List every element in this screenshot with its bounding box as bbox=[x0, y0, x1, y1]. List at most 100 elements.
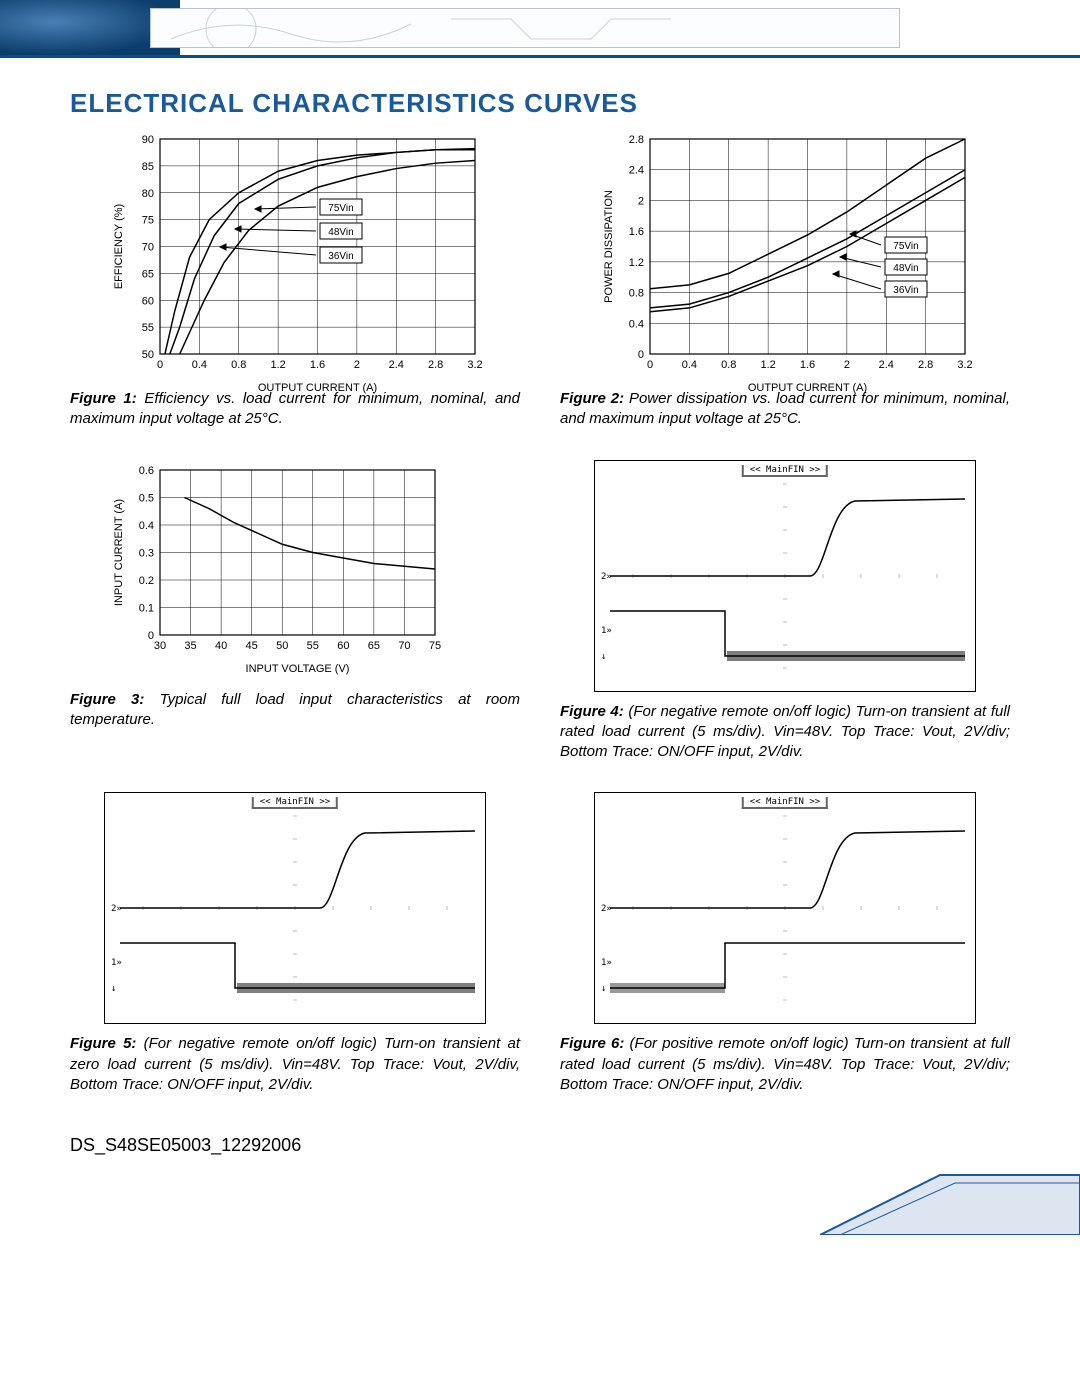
svg-text:48Vin: 48Vin bbox=[328, 227, 353, 238]
svg-text:2.4: 2.4 bbox=[879, 359, 894, 371]
svg-text:85: 85 bbox=[142, 161, 154, 173]
svg-text:70: 70 bbox=[142, 242, 154, 254]
svg-text:0: 0 bbox=[148, 630, 154, 642]
svg-text:0.3: 0.3 bbox=[139, 547, 154, 559]
svg-text:50: 50 bbox=[276, 640, 288, 652]
document-id: DS_S48SE05003_12292006 bbox=[70, 1135, 1010, 1156]
svg-text:75Vin: 75Vin bbox=[328, 203, 353, 214]
svg-text:2.8: 2.8 bbox=[428, 359, 443, 371]
svg-text:2.8: 2.8 bbox=[918, 359, 933, 371]
svg-text:2»: 2» bbox=[601, 904, 612, 914]
svg-text:1.2: 1.2 bbox=[629, 257, 644, 269]
svg-text:0.4: 0.4 bbox=[682, 359, 697, 371]
fig3-caption: Figure 3: Typical full load input charac… bbox=[70, 690, 520, 731]
svg-text:INPUT CURRENT (A): INPUT CURRENT (A) bbox=[113, 498, 125, 605]
svg-text:70: 70 bbox=[398, 640, 410, 652]
svg-text:35: 35 bbox=[184, 640, 196, 652]
fig5-caption-bold: Figure 5: bbox=[70, 1035, 136, 1052]
svg-text:0.2: 0.2 bbox=[139, 575, 154, 587]
fig5-caption-text: (For negative remote on/off logic) Turn-… bbox=[70, 1035, 520, 1093]
svg-text:1.6: 1.6 bbox=[629, 226, 644, 238]
figure-2: 0 0.4 0.8 1.2 1.6 2 2.4 2.8 3.2 0 0.4 0.8 1.2 1.6 2 2.4… bbox=[560, 129, 1010, 430]
fig5-caption: Figure 5: (For negative remote on/off lo… bbox=[70, 1034, 520, 1095]
svg-text:0.4: 0.4 bbox=[192, 359, 207, 371]
svg-text:1.6: 1.6 bbox=[310, 359, 325, 371]
section-title: ELECTRICAL CHARACTERISTICS CURVES bbox=[70, 88, 1010, 119]
svg-text:2.4: 2.4 bbox=[629, 165, 644, 177]
fig6-caption-text: (For positive remote on/off logic) Turn-… bbox=[560, 1035, 1010, 1093]
svg-text:2: 2 bbox=[354, 359, 360, 371]
fig6-scope-title: << MainFIN >> bbox=[742, 797, 828, 809]
svg-text:60: 60 bbox=[142, 295, 154, 307]
fig4-scope: << MainFIN >> 2» 1» ↓ bbox=[594, 460, 976, 692]
svg-text:OUTPUT CURRENT (A): OUTPUT CURRENT (A) bbox=[748, 382, 867, 394]
svg-text:3.2: 3.2 bbox=[467, 359, 482, 371]
svg-text:2: 2 bbox=[844, 359, 850, 371]
figure-3: 3035404550556065707500.10.20.30.40.50.6I… bbox=[70, 460, 520, 763]
svg-text:30: 30 bbox=[154, 640, 166, 652]
svg-text:0.8: 0.8 bbox=[629, 288, 644, 300]
fig2-chart: 0 0.4 0.8 1.2 1.6 2 2.4 2.8 3.2 0 0.4 0.8 1.2 1.6 2 2.4… bbox=[595, 129, 975, 379]
svg-text:0.6: 0.6 bbox=[139, 465, 154, 477]
svg-text:2»: 2» bbox=[111, 904, 122, 914]
svg-text:45: 45 bbox=[246, 640, 258, 652]
svg-text:0.8: 0.8 bbox=[721, 359, 736, 371]
svg-text:EFFICIENCY (%): EFFICIENCY (%) bbox=[113, 204, 125, 289]
svg-text:55: 55 bbox=[307, 640, 319, 652]
figure-4: << MainFIN >> 2»1»↓ Figure 4: (For negat… bbox=[560, 460, 1010, 763]
svg-text:0: 0 bbox=[647, 359, 653, 371]
svg-text:1»: 1» bbox=[111, 958, 122, 968]
fig6-scope: << MainFIN >> 2»1»↓ bbox=[594, 792, 976, 1024]
footer: DS_S48SE05003_12292006 3 bbox=[70, 1135, 1010, 1215]
fig6-caption-bold: Figure 6: bbox=[560, 1035, 624, 1052]
fig3-caption-bold: Figure 3: bbox=[70, 691, 144, 708]
svg-text:1.6: 1.6 bbox=[800, 359, 815, 371]
fig3-chart: 3035404550556065707500.10.20.30.40.50.6I… bbox=[105, 460, 485, 680]
svg-text:50: 50 bbox=[142, 349, 154, 361]
footer-corner-decoration bbox=[820, 1165, 1080, 1235]
fig4-caption-text: (For negative remote on/off logic) Turn-… bbox=[560, 703, 1010, 761]
svg-text:0.5: 0.5 bbox=[139, 492, 154, 504]
header-curves-icon bbox=[151, 9, 899, 47]
svg-text:90: 90 bbox=[142, 134, 154, 146]
svg-text:POWER DISSIPATION: POWER DISSIPATION bbox=[603, 190, 615, 303]
svg-text:48Vin: 48Vin bbox=[893, 263, 918, 274]
svg-text:↓: ↓ bbox=[601, 984, 606, 994]
svg-text:75Vin: 75Vin bbox=[893, 241, 918, 252]
svg-text:0.1: 0.1 bbox=[139, 602, 154, 614]
fig6-caption: Figure 6: (For positive remote on/off lo… bbox=[560, 1034, 1010, 1095]
svg-text:60: 60 bbox=[337, 640, 349, 652]
fig5-scope-title: << MainFIN >> bbox=[252, 797, 338, 809]
svg-text:2: 2 bbox=[638, 195, 644, 207]
svg-text:OUTPUT CURRENT (A): OUTPUT CURRENT (A) bbox=[258, 382, 377, 394]
svg-text:55: 55 bbox=[142, 322, 154, 334]
svg-text:75: 75 bbox=[142, 215, 154, 227]
svg-text:↓: ↓ bbox=[601, 652, 606, 662]
svg-text:2.4: 2.4 bbox=[389, 359, 404, 371]
svg-text:1.2: 1.2 bbox=[760, 359, 775, 371]
figure-6: << MainFIN >> 2»1»↓ Figure 6: (For posit… bbox=[560, 792, 1010, 1095]
svg-text:36Vin: 36Vin bbox=[328, 251, 353, 262]
svg-text:75: 75 bbox=[429, 640, 441, 652]
svg-text:80: 80 bbox=[142, 188, 154, 200]
fig4-scope-title: << MainFIN >> bbox=[742, 465, 828, 477]
svg-text:0: 0 bbox=[638, 349, 644, 361]
svg-text:36Vin: 36Vin bbox=[893, 285, 918, 296]
svg-text:↓: ↓ bbox=[111, 984, 116, 994]
figure-1: 00.40.81.21.622.42.83.250556065707580859… bbox=[70, 129, 520, 430]
svg-text:0.4: 0.4 bbox=[139, 520, 154, 532]
svg-text:2.8: 2.8 bbox=[629, 134, 644, 146]
svg-text:3.2: 3.2 bbox=[957, 359, 972, 371]
svg-text:0.8: 0.8 bbox=[231, 359, 246, 371]
header-decorative-outline bbox=[150, 8, 900, 48]
svg-text:1»: 1» bbox=[601, 626, 612, 636]
svg-text:65: 65 bbox=[368, 640, 380, 652]
header-bar bbox=[0, 0, 1080, 58]
svg-text:0.4: 0.4 bbox=[629, 318, 644, 330]
svg-text:2»: 2» bbox=[601, 572, 612, 582]
svg-text:1.2: 1.2 bbox=[270, 359, 285, 371]
svg-text:INPUT VOLTAGE (V): INPUT VOLTAGE (V) bbox=[246, 663, 350, 675]
fig1-chart: 00.40.81.21.622.42.83.250556065707580859… bbox=[105, 129, 485, 379]
fig5-scope: << MainFIN >> 2» 1» ↓ bbox=[104, 792, 486, 1024]
svg-text:65: 65 bbox=[142, 268, 154, 280]
